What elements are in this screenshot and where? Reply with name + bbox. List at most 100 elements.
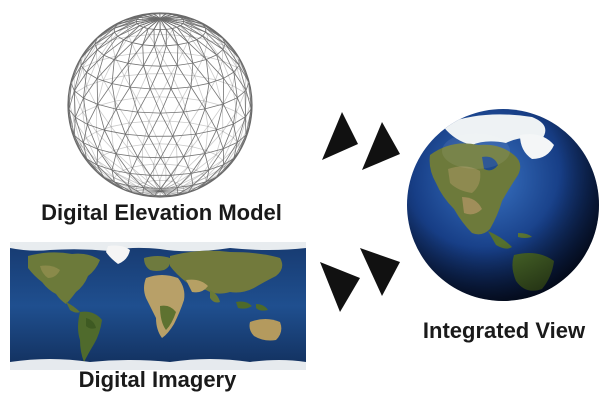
mesh-edge bbox=[216, 129, 224, 149]
mesh-edge bbox=[73, 117, 76, 136]
mesh-edge bbox=[111, 153, 117, 171]
mesh-edge bbox=[182, 188, 185, 191]
mesh-edge bbox=[190, 82, 210, 88]
mesh-edge bbox=[172, 136, 184, 157]
mesh-edge bbox=[85, 44, 97, 52]
mesh-edge bbox=[75, 116, 88, 125]
mesh-edge bbox=[182, 52, 204, 57]
mesh-edge bbox=[129, 86, 138, 113]
mesh-edge bbox=[160, 88, 172, 114]
mesh-edge bbox=[190, 169, 210, 174]
mesh-edge bbox=[96, 164, 115, 183]
mesh-edge bbox=[176, 187, 179, 195]
mesh-edge bbox=[117, 23, 138, 37]
mesh-edge bbox=[115, 108, 126, 135]
mesh-edge bbox=[74, 67, 84, 94]
mesh-edge bbox=[147, 181, 161, 192]
mesh-edge bbox=[216, 123, 234, 131]
mesh-edge bbox=[159, 96, 171, 122]
mesh-edge bbox=[196, 39, 207, 60]
mesh-edge bbox=[94, 31, 115, 45]
mesh-edge bbox=[136, 97, 150, 122]
mesh-edge bbox=[215, 60, 223, 80]
mesh-edge bbox=[160, 66, 172, 89]
mesh-edge bbox=[159, 188, 184, 192]
mesh-edge bbox=[103, 54, 115, 61]
mesh-edge bbox=[196, 154, 217, 171]
mesh-edge bbox=[129, 156, 138, 174]
mesh-edge bbox=[165, 164, 178, 181]
mesh-edge bbox=[132, 42, 143, 46]
mesh-edge bbox=[80, 43, 96, 66]
mesh-edge bbox=[233, 97, 238, 125]
mesh-edge bbox=[176, 25, 181, 28]
mesh-edge bbox=[103, 79, 116, 102]
mesh-edge bbox=[160, 111, 184, 114]
mesh-edge bbox=[104, 108, 117, 131]
mesh-edge bbox=[111, 169, 129, 186]
triangle-arrow-icon bbox=[362, 122, 400, 170]
mesh-edge bbox=[111, 169, 115, 183]
mesh-edge bbox=[82, 112, 97, 132]
mesh-edge bbox=[114, 181, 133, 193]
mesh-edge bbox=[222, 37, 234, 52]
mesh-edge bbox=[111, 63, 129, 84]
mesh-edge bbox=[143, 18, 161, 28]
mesh-edge bbox=[147, 18, 161, 29]
mesh-edge bbox=[159, 188, 184, 192]
mesh-edge bbox=[142, 143, 160, 145]
mesh-edge bbox=[222, 60, 237, 68]
mesh-edge bbox=[104, 130, 117, 155]
mesh-edge bbox=[96, 61, 104, 81]
arrows-bottom bbox=[320, 248, 400, 312]
mesh-edge bbox=[238, 65, 250, 83]
triangle-arrow-icon bbox=[322, 112, 358, 160]
mesh-edge bbox=[222, 60, 233, 86]
mesh-edge bbox=[68, 109, 75, 136]
mesh-edge bbox=[183, 111, 197, 135]
mesh-edge bbox=[83, 72, 87, 99]
mesh-edge bbox=[153, 29, 161, 46]
mesh-edge bbox=[216, 54, 235, 73]
mesh-edge bbox=[114, 181, 128, 186]
earth-globe-icon bbox=[407, 109, 599, 301]
mesh-edge bbox=[205, 149, 217, 156]
mesh-edge bbox=[236, 67, 246, 93]
mesh-edge bbox=[233, 64, 240, 73]
mesh-edge bbox=[170, 52, 183, 74]
mesh-edge bbox=[86, 158, 105, 178]
mesh-edge bbox=[170, 175, 178, 188]
mesh-edge bbox=[176, 182, 181, 185]
mesh-edge bbox=[136, 188, 161, 192]
mesh-edge bbox=[141, 165, 149, 182]
mesh-edge bbox=[207, 126, 224, 132]
mesh-edge bbox=[96, 78, 98, 105]
mesh-edge bbox=[233, 137, 240, 145]
mesh-edge bbox=[127, 173, 131, 186]
mesh-edge bbox=[159, 190, 184, 192]
mesh-edge bbox=[137, 136, 150, 158]
mesh-edge bbox=[165, 144, 177, 165]
mesh-edge bbox=[176, 144, 178, 166]
mesh-edge bbox=[103, 150, 114, 156]
mesh-edge bbox=[205, 27, 223, 39]
mesh-edge bbox=[222, 105, 224, 132]
mesh-edge bbox=[165, 163, 178, 166]
mesh-edge bbox=[182, 36, 191, 54]
mesh-edge bbox=[182, 23, 206, 33]
mesh-edge bbox=[180, 185, 203, 193]
mesh-edge bbox=[232, 85, 245, 94]
mesh-edge bbox=[153, 18, 161, 30]
mesh-edge bbox=[128, 22, 143, 37]
mesh-edge bbox=[233, 142, 238, 159]
mesh-edge bbox=[103, 39, 124, 56]
mesh-edge bbox=[114, 56, 125, 77]
mesh-edge bbox=[153, 188, 161, 196]
mesh-edge bbox=[96, 39, 112, 62]
mesh-edge bbox=[136, 96, 160, 99]
mesh-edge bbox=[236, 97, 246, 118]
mesh-edge bbox=[139, 25, 144, 28]
mesh-edge bbox=[188, 39, 197, 43]
mesh-edge bbox=[204, 108, 217, 131]
mesh-edge bbox=[80, 38, 98, 59]
